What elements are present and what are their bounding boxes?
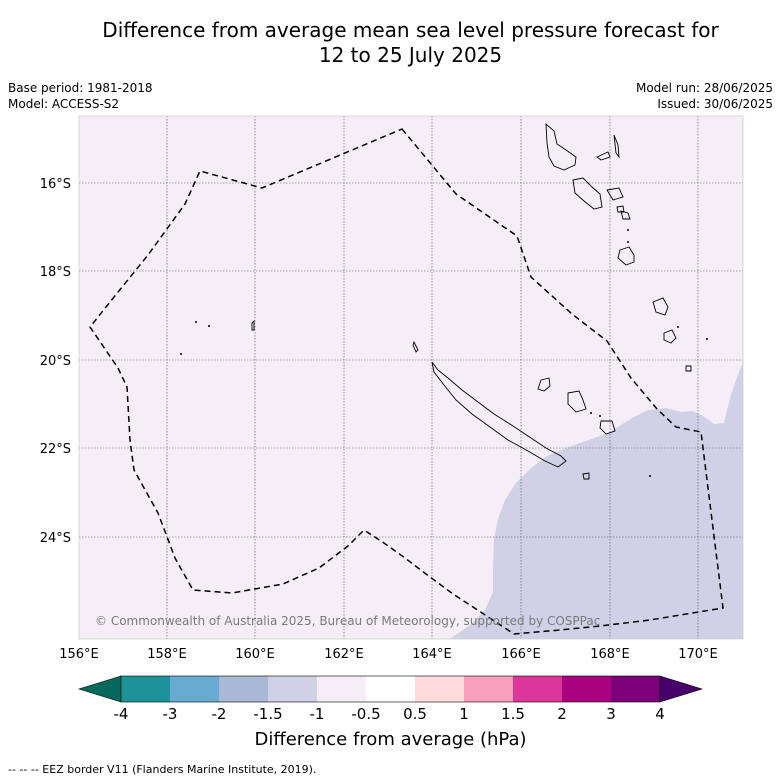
map-title: Difference from average mean sea level p… — [0, 18, 781, 68]
colorbar-tick-label: -4 — [113, 705, 129, 723]
colorbar-segment — [268, 676, 317, 702]
efate-island — [620, 210, 631, 220]
lon-tick-label: 164°E — [412, 647, 452, 662]
colorbar-segment — [464, 676, 513, 702]
ambae-island — [596, 151, 611, 161]
model-text: Model: ACCESS-S2 — [8, 97, 120, 111]
lat-tick-label: 20°S — [40, 354, 71, 369]
colorbar-segment — [415, 676, 464, 702]
colorbar-segment — [170, 676, 219, 702]
title-line-2: 12 to 25 July 2025 — [318, 43, 503, 67]
lon-tick-label: 170°E — [678, 647, 718, 662]
lat-tick-label: 18°S — [40, 265, 71, 280]
espiritu-santo-island — [545, 122, 577, 171]
map-region-negative-anomaly — [450, 362, 743, 639]
small-islets — [180, 229, 708, 477]
colorbar-title: Difference from average (hPa) — [254, 729, 527, 750]
colorbar-tick-label: -1.5 — [253, 705, 283, 723]
colorbar-tick-label: 4 — [655, 705, 665, 723]
aneityum-island — [663, 329, 677, 344]
colorbar-segment — [562, 676, 611, 702]
lon-tick-label: 166°E — [501, 647, 541, 662]
lat-tick-label: 24°S — [40, 531, 71, 546]
map-frame — [78, 115, 744, 640]
colorbar-tick-label: -3 — [162, 705, 178, 723]
tanna-island — [652, 297, 669, 316]
colorbar-tick-label: 3 — [606, 705, 616, 723]
chesterfield-islet — [251, 319, 255, 331]
colorbar — [77, 675, 704, 703]
lon-tick-label: 162°E — [324, 647, 364, 662]
colorbar-segment — [366, 676, 415, 702]
lon-tick-label: 156°E — [59, 647, 99, 662]
meta-left: Base period: 1981-2018 Model: ACCESS-S2 — [8, 80, 153, 112]
base-period-text: Base period: 1981-2018 — [8, 81, 153, 95]
colorbar-frame — [120, 675, 661, 703]
lon-tick-label: 168°E — [590, 647, 630, 662]
colorbar-segment — [611, 676, 660, 702]
eez-footnote: -- -- -- EEZ border V11 (Flanders Marine… — [8, 763, 317, 776]
colorbar-extend-high — [659, 675, 704, 703]
malakula-island — [572, 177, 603, 210]
maewo-island — [613, 134, 620, 159]
ambrym-island — [606, 187, 624, 201]
colorbar-tick-label: 0.5 — [403, 705, 427, 723]
colorbar-tick-label: 1 — [459, 705, 469, 723]
isle-of-pines — [582, 472, 590, 480]
colorbar-tick-label: -0.5 — [351, 705, 381, 723]
lon-tick-label: 160°E — [235, 647, 275, 662]
lifou-island — [567, 390, 587, 413]
copyright-credit: © Commonwealth of Australia 2025, Bureau… — [95, 614, 601, 628]
colorbar-segment — [513, 676, 562, 702]
model-run-text: Model run: 28/06/2025 — [635, 81, 773, 95]
title-line-1: Difference from average mean sea level p… — [102, 18, 719, 42]
eez-border — [89, 128, 724, 635]
ouvea-island — [537, 377, 551, 392]
colorbar-tick-label: -1 — [309, 705, 325, 723]
lon-tick-label: 158°E — [147, 647, 187, 662]
colorbar-segment — [219, 676, 268, 702]
colorbar-extend-low — [77, 675, 122, 703]
colorbar-tick-label: 1.5 — [501, 705, 525, 723]
coastlines — [251, 122, 692, 480]
colorbar-segment — [317, 676, 366, 702]
colorbar-tick-label: -2 — [211, 705, 227, 723]
new-caledonia-island — [431, 361, 567, 468]
issued-text: Issued: 30/06/2025 — [657, 97, 773, 111]
colorbar-segment — [121, 676, 170, 702]
map-gridlines — [79, 116, 743, 639]
lat-axis: 16°S 18°S 20°S 22°S 24°S — [40, 177, 71, 546]
belep-islet — [412, 340, 419, 353]
mare-island — [599, 420, 616, 435]
lon-axis: 156°E 158°E 160°E 162°E 164°E 166°E 168°… — [59, 647, 718, 662]
lat-tick-label: 22°S — [40, 442, 71, 457]
meta-right: Model run: 28/06/2025 Issued: 30/06/2025 — [636, 80, 773, 112]
colorbar-labels: -4 -3 -2 -1.5 -1 -0.5 0.5 1 1.5 2 3 4 — [0, 705, 781, 725]
lat-tick-label: 16°S — [40, 177, 71, 192]
erromango-island — [617, 246, 635, 266]
colorbar-tick-label: 2 — [557, 705, 567, 723]
walpole-islet — [685, 365, 692, 372]
